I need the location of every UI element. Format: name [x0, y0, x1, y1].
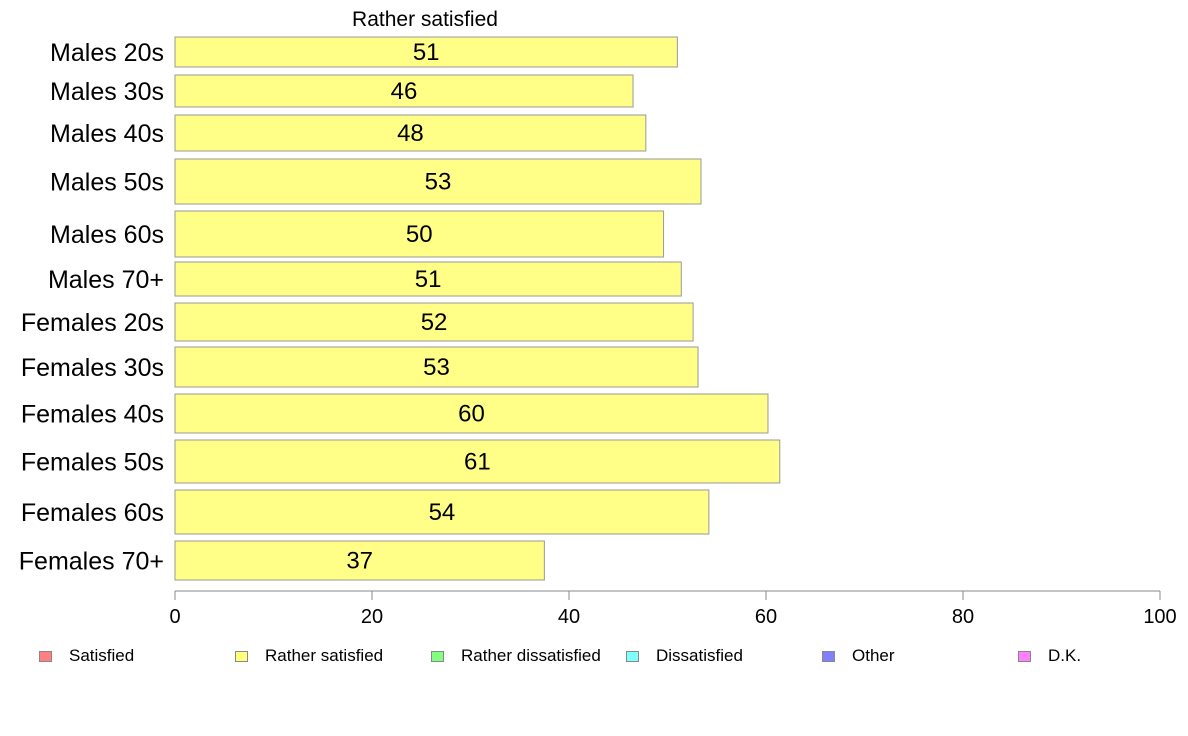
bar	[174, 302, 694, 342]
legend-swatch	[431, 650, 444, 662]
legend-label: Dissatisfied	[656, 646, 743, 665]
x-tick-label: 20	[361, 606, 383, 628]
legend-label: Rather satisfied	[265, 646, 384, 665]
category-label: Males 60s	[50, 221, 164, 249]
category-label: Males 40s	[50, 120, 164, 148]
bar	[174, 439, 781, 484]
legend-item: D.K.	[1018, 646, 1081, 666]
data-label: 53	[423, 354, 450, 381]
chart-title: Rather satisfied	[352, 8, 498, 31]
category-label: Females 30s	[21, 354, 164, 382]
x-axis: 0 20 40 60 80 100	[169, 590, 1177, 628]
legend-swatch	[626, 650, 639, 662]
category-label: Males 70+	[48, 266, 164, 294]
data-label: 52	[421, 309, 448, 336]
category-label: Females 70+	[19, 548, 164, 576]
category-label: Males 50s	[50, 169, 164, 197]
legend-swatch	[235, 650, 248, 662]
legend: Satisfied Rather satisfied Rather dissatis…	[0, 646, 1188, 666]
legend-item: Other	[822, 646, 895, 666]
x-tick-label: 40	[558, 606, 580, 628]
legend-item: Rather satisfied	[235, 646, 383, 666]
data-label: 37	[346, 548, 373, 575]
legend-label: D.K.	[1048, 646, 1082, 665]
bar	[174, 489, 710, 535]
legend-label: Other	[852, 646, 895, 665]
data-label: 48	[397, 120, 424, 147]
bar	[174, 158, 702, 205]
data-label: 50	[406, 221, 433, 248]
data-label: 61	[464, 449, 491, 476]
legend-swatch	[1018, 650, 1031, 662]
data-label: 60	[458, 401, 485, 428]
x-tick-label: 0	[169, 606, 180, 628]
legend-item: Satisfied	[39, 646, 134, 666]
bar	[174, 346, 699, 388]
bar	[174, 210, 665, 258]
legend-item: Dissatisfied	[626, 646, 743, 666]
category-label: Females 40s	[21, 401, 164, 429]
legend-label: Rather dissatisfied	[461, 646, 601, 665]
bar	[174, 393, 769, 434]
legend-swatch	[39, 650, 52, 662]
data-label: 54	[429, 499, 456, 526]
data-label: 46	[391, 78, 418, 105]
category-label: Females 20s	[21, 309, 164, 337]
data-label: 51	[415, 266, 442, 293]
legend-label: Satisfied	[69, 646, 135, 665]
bar	[174, 540, 545, 581]
x-tick-label: 60	[755, 606, 777, 628]
x-tick-label: 100	[1143, 606, 1176, 628]
category-label: Males 20s	[50, 39, 164, 67]
data-label: 53	[425, 169, 452, 196]
legend-item: Rather dissatisfied	[431, 646, 601, 666]
data-label: 51	[413, 39, 440, 66]
legend-swatch	[822, 650, 835, 662]
bar	[174, 74, 634, 108]
bars-group: Males 20s 51 Males 30s 46 Males 40s 48 Males 5…	[19, 36, 781, 581]
category-label: Females 50s	[21, 449, 164, 477]
x-tick-label: 80	[952, 606, 974, 628]
category-label: Females 60s	[21, 499, 164, 527]
bar	[174, 36, 678, 68]
category-label: Males 30s	[50, 78, 164, 106]
bar	[174, 114, 647, 152]
bar	[174, 261, 682, 297]
